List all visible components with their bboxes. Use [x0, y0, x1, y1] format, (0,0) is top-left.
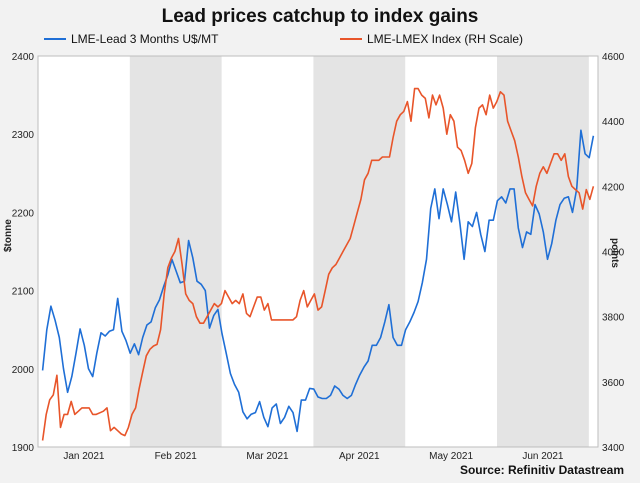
shaded-band-2: [497, 56, 589, 447]
y-tick-right-5: 4400: [602, 117, 625, 128]
x-tick-1: Feb 2021: [155, 451, 198, 462]
y-tick-left-4: 2300: [12, 130, 35, 141]
y-tick-left-2: 2100: [12, 287, 35, 298]
x-tick-3: Apr 2021: [339, 451, 380, 462]
y-tick-left-3: 2200: [12, 208, 35, 219]
legend-swatch-lead: [44, 38, 66, 40]
legend-label-lead: LME-Lead 3 Months U$/MT: [71, 32, 219, 46]
y-tick-left-0: 1900: [12, 443, 35, 454]
plot-border: [37, 55, 599, 448]
x-tick-2: Mar 2021: [246, 451, 289, 462]
legend-label-lmex: LME-LMEX Index (RH Scale): [367, 32, 524, 46]
y-tick-left-1: 2000: [12, 365, 35, 376]
legend-swatch-lmex: [340, 38, 362, 40]
y-tick-left-5: 2400: [12, 52, 35, 63]
y-tick-right-1: 3600: [602, 378, 625, 389]
series-line-lmex: [41, 87, 595, 441]
y-tick-right-4: 4200: [602, 182, 625, 193]
legend-item-lead: LME-Lead 3 Months U$/MT: [44, 32, 218, 46]
x-tick-4: May 2021: [429, 451, 473, 462]
x-tick-0: Jan 2021: [63, 451, 105, 462]
x-tick-5: Jun 2021: [522, 451, 564, 462]
series-line-lead: [41, 129, 595, 433]
y-tick-right-2: 3800: [602, 313, 625, 324]
chart-title: Lead prices catchup to index gains: [161, 6, 479, 27]
y-tick-right-3: 4000: [602, 248, 625, 259]
source-note: Source: Refinitiv Datastream: [459, 463, 624, 477]
y-tick-right-0: 3400: [602, 443, 625, 454]
legend-item-lmex: LME-LMEX Index (RH Scale): [340, 32, 523, 46]
y-tick-right-6: 4600: [602, 52, 625, 63]
shaded-band-1: [313, 56, 406, 447]
